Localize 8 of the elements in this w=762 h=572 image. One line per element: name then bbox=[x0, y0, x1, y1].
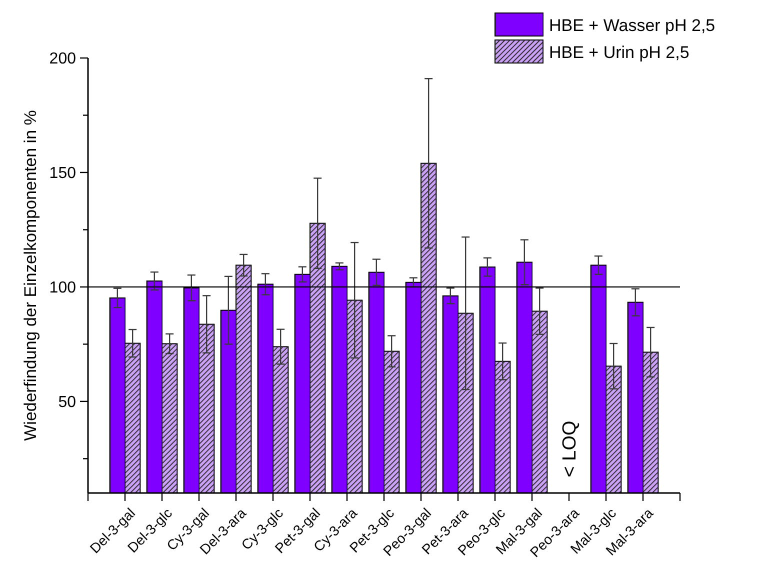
annotation: < LOQ bbox=[560, 420, 581, 478]
y-tick-label: 200 bbox=[49, 50, 76, 68]
legend-label: HBE + Urin pH 2,5 bbox=[549, 42, 690, 62]
y-tick-label: 100 bbox=[49, 280, 76, 297]
legend-label: HBE + Wasser pH 2,5 bbox=[549, 16, 716, 35]
y-tick-label: 50 bbox=[58, 394, 76, 412]
y-tick-label: 150 bbox=[49, 165, 76, 182]
y-axis-title: Wiederfindung der Einzelkomponenten in % bbox=[21, 110, 40, 441]
